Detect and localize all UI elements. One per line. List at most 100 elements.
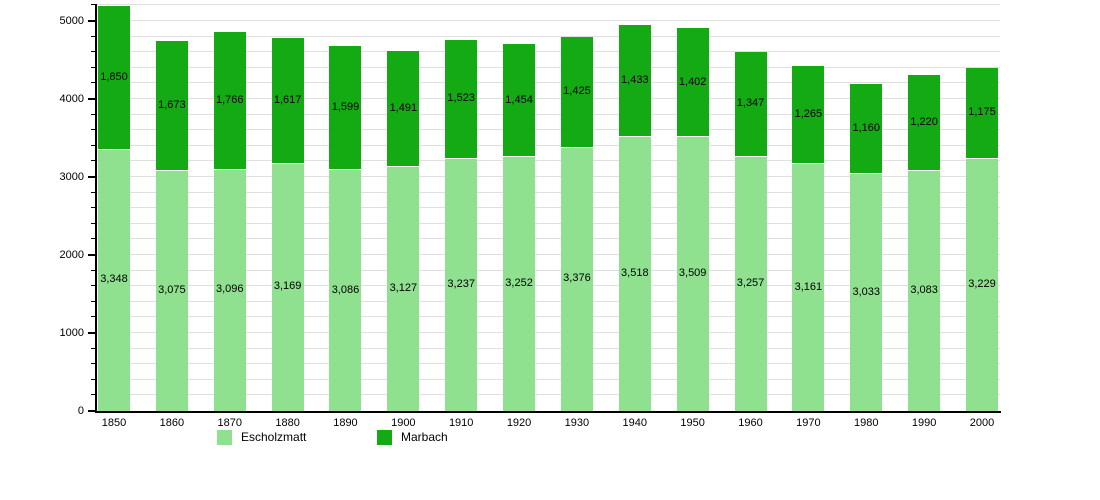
x-axis-tick-label: 1920: [506, 417, 532, 429]
bar-segment-marbach: [618, 24, 651, 137]
y-axis-tick-label: 4000: [59, 93, 84, 105]
gridline: [96, 238, 1000, 240]
bar-segment-marbach: [966, 67, 998, 160]
stacked-bar-1930: 3,376 1,425: [560, 36, 593, 411]
y-axis-minor-tick: [91, 35, 96, 37]
y-axis-minor-tick: [91, 4, 96, 6]
y-axis-major-tick: [88, 176, 96, 178]
stacked-bar-1920: 3,252 1,454: [503, 43, 536, 411]
x-axis-tick-label: 1900: [391, 417, 416, 429]
bar-segment-escholzmatt: [445, 158, 478, 411]
bar-segment-escholzmatt: [155, 171, 188, 411]
value-label-marbach: 1,160: [852, 122, 881, 135]
bar-segment-marbach: [213, 31, 246, 170]
y-axis-minor-tick: [91, 347, 96, 349]
gridline: [96, 82, 1000, 84]
value-label-escholzmatt: 3,252: [505, 277, 533, 290]
y-axis-minor-tick: [91, 222, 96, 224]
value-label-marbach: 1,523: [447, 92, 475, 105]
value-label-escholzmatt: 3,033: [852, 285, 881, 298]
x-axis-tick-label: 1980: [854, 417, 879, 429]
value-label-escholzmatt: 3,237: [447, 277, 475, 290]
y-axis-minor-tick: [91, 113, 96, 115]
y-axis-major-tick: [88, 254, 96, 256]
value-label-escholzmatt: 3,083: [910, 283, 938, 296]
legend-label: Marbach: [401, 430, 448, 444]
y-axis-tick-label: 2000: [59, 249, 84, 261]
bar-segment-marbach: [792, 65, 825, 165]
bar-segment-marbach: [271, 37, 304, 164]
bar-segment-marbach: [329, 45, 362, 171]
value-label-marbach: 1,766: [215, 93, 244, 106]
gridline: [96, 66, 1000, 68]
gridline: [96, 378, 1000, 380]
gridline: [96, 207, 1000, 209]
stacked-bar-1980: 3,033 1,160: [850, 83, 883, 411]
y-axis-minor-tick: [91, 378, 96, 380]
gridline: [96, 222, 1000, 224]
stacked-bar-1970: 3,161 1,265: [792, 65, 825, 411]
stacked-bar-1850: 3,348 1,850: [98, 5, 130, 411]
value-label-escholzmatt: 3,229: [968, 278, 996, 291]
escholzmatt-swatch: [217, 430, 232, 445]
gridline: [96, 332, 1000, 333]
marbach-swatch: [377, 430, 392, 445]
x-axis-tick-label: 1960: [738, 417, 763, 429]
x-axis-tick-label: 1890: [333, 417, 358, 429]
bar-segment-escholzmatt: [618, 136, 651, 411]
y-axis-minor-tick: [91, 144, 96, 146]
stacked-bar-1990: 3,083 1,220: [908, 75, 941, 411]
gridline: [96, 316, 1000, 318]
y-axis-line: [95, 4, 97, 412]
stacked-bar-2000: 3,229 1,175: [966, 67, 998, 411]
value-label-escholzmatt: 3,169: [273, 280, 302, 293]
legend: Escholzmatt Marbach: [0, 430, 1100, 446]
x-axis-tick-label: 1870: [217, 417, 242, 429]
bar-segment-marbach: [908, 75, 941, 171]
value-label-marbach: 1,599: [331, 100, 360, 113]
y-axis-minor-tick: [91, 363, 96, 365]
gridline: [96, 144, 1000, 146]
bar-segment-escholzmatt: [966, 159, 998, 411]
bar-segment-marbach: [676, 27, 709, 138]
y-axis-minor-tick: [91, 82, 96, 84]
value-label-escholzmatt: 3,257: [736, 276, 765, 289]
y-axis-major-tick: [88, 98, 96, 100]
bar-segment-marbach: [734, 51, 767, 157]
y-axis-minor-tick: [91, 285, 96, 287]
gridline: [96, 191, 1000, 193]
y-axis-minor-tick: [91, 238, 96, 240]
legend-label: Escholzmatt: [241, 430, 307, 444]
value-label-marbach: 1,491: [389, 101, 418, 114]
y-axis-tick-label: 3000: [59, 171, 84, 183]
bar-segment-escholzmatt: [734, 156, 767, 411]
stacked-bar-1960: 3,257 1,347: [734, 51, 767, 411]
value-label-escholzmatt: 3,518: [621, 266, 649, 279]
gridline: [96, 20, 1000, 21]
stacked-bar-1880: 3,169 1,617: [271, 37, 304, 411]
value-label-escholzmatt: 3,127: [389, 282, 418, 295]
legend-item-marbach: Marbach: [377, 430, 448, 445]
bar-segment-escholzmatt: [213, 169, 246, 411]
value-label-marbach: 1,433: [621, 73, 649, 86]
y-axis-minor-tick: [91, 66, 96, 68]
y-axis-minor-tick: [91, 160, 96, 162]
value-label-escholzmatt: 3,376: [563, 272, 591, 285]
value-label-escholzmatt: 3,509: [678, 267, 707, 280]
gridline: [96, 98, 1000, 99]
value-label-marbach: 1,265: [794, 108, 823, 121]
stacked-bar-1870: 3,096 1,766: [213, 31, 246, 411]
gridline: [96, 254, 1000, 255]
bar-segment-marbach: [387, 50, 420, 168]
value-label-escholzmatt: 3,161: [794, 280, 823, 293]
value-label-marbach: 1,347: [736, 97, 765, 110]
value-label-escholzmatt: 3,075: [158, 284, 186, 297]
stacked-bar-1890: 3,086 1,599: [329, 45, 362, 411]
gridline: [96, 394, 1000, 396]
gridline: [96, 176, 1000, 177]
bar-segment-marbach: [98, 5, 130, 150]
bar-segment-escholzmatt: [792, 164, 825, 411]
value-label-marbach: 1,425: [563, 85, 591, 98]
value-label-marbach: 1,402: [678, 75, 707, 88]
bar-segment-escholzmatt: [271, 163, 304, 411]
